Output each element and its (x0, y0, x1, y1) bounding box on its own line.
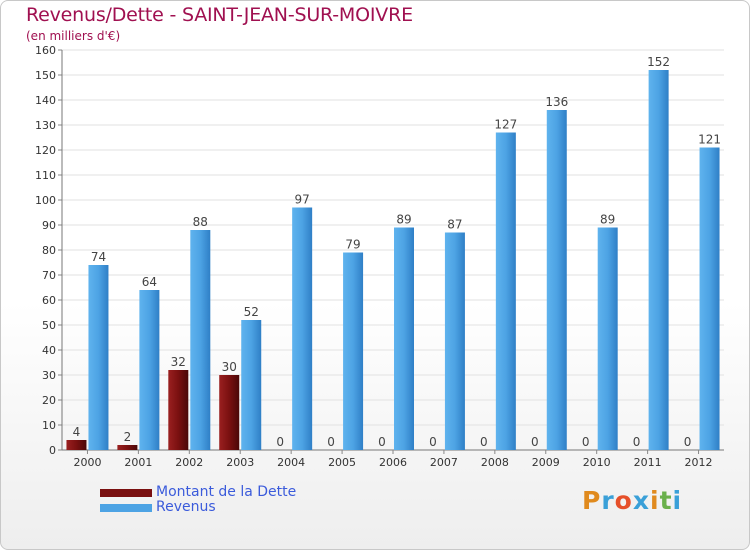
debt-bar (168, 370, 189, 450)
chart-subtitle: (en milliers d'€) (26, 29, 121, 43)
y-tick-label: 70 (42, 269, 56, 282)
logo-letter: i (650, 486, 660, 515)
logo-letter: o (614, 486, 633, 515)
x-tick-label: 2003 (226, 456, 254, 469)
x-tick-label: 2000 (73, 456, 101, 469)
debt-value-label: 30 (222, 360, 237, 374)
x-tick-label: 2002 (175, 456, 203, 469)
y-tick-label: 30 (42, 369, 56, 382)
debt-value-label: 0 (429, 435, 437, 449)
debt-value-label: 0 (531, 435, 539, 449)
x-tick-label: 2005 (328, 456, 356, 469)
logo-letter: P (582, 486, 602, 515)
y-tick-label: 130 (35, 119, 56, 132)
revenue-value-label: 87 (447, 218, 462, 232)
revenue-bar (546, 110, 567, 450)
debt-value-label: 0 (327, 435, 335, 449)
y-tick-label: 90 (42, 219, 56, 232)
revenue-value-label: 121 (698, 133, 721, 147)
y-tick-label: 80 (42, 244, 56, 257)
y-tick-label: 50 (42, 319, 56, 332)
revenue-value-label: 74 (91, 250, 106, 264)
revenue-value-label: 136 (545, 95, 568, 109)
revenue-bar (648, 70, 669, 450)
y-tick-label: 100 (35, 194, 56, 207)
proxiti-logo: Proxiti (582, 486, 682, 515)
logo-letter: r (601, 486, 615, 515)
debt-value-label: 0 (378, 435, 386, 449)
y-tick-label: 110 (35, 169, 56, 182)
revenue-value-label: 79 (345, 238, 360, 252)
x-tick-label: 2009 (532, 456, 560, 469)
logo-letter: i (672, 486, 683, 515)
logo-letter: x (632, 486, 650, 515)
revenue-value-label: 88 (193, 215, 208, 229)
x-tick-label: 2001 (124, 456, 152, 469)
revenue-bar (241, 320, 262, 450)
revenue-value-label: 127 (494, 118, 517, 132)
revenue-bar (292, 207, 313, 450)
y-tick-label: 10 (42, 419, 56, 432)
y-tick-label: 150 (35, 69, 56, 82)
y-tick-label: 140 (35, 94, 56, 107)
x-tick-label: 2012 (685, 456, 713, 469)
debt-value-label: 0 (633, 435, 641, 449)
debt-bar (66, 440, 87, 450)
revenue-value-label: 89 (396, 213, 411, 227)
y-tick-label: 60 (42, 294, 56, 307)
x-tick-label: 2004 (277, 456, 305, 469)
revenue-bar (699, 147, 720, 450)
legend-label-revenue: Revenus (156, 499, 216, 515)
legend-swatch-revenue (100, 504, 152, 512)
debt-value-label: 0 (582, 435, 590, 449)
revenue-bar (88, 265, 109, 450)
y-tick-label: 0 (49, 444, 56, 457)
y-tick-label: 120 (35, 144, 56, 157)
revenue-bar (597, 227, 618, 450)
revenue-value-label: 152 (647, 55, 670, 69)
legend-label-debt: Montant de la Dette (156, 484, 297, 500)
debt-value-label: 0 (684, 435, 692, 449)
revenue-value-label: 52 (244, 305, 259, 319)
y-tick-label: 40 (42, 344, 56, 357)
x-tick-label: 2010 (583, 456, 611, 469)
logo-letter: t (659, 486, 673, 515)
debt-bar (117, 445, 138, 450)
debt-value-label: 0 (480, 435, 488, 449)
legend-swatch-debt (100, 489, 152, 497)
debt-value-label: 0 (276, 435, 284, 449)
debt-value-label: 32 (171, 355, 186, 369)
revenue-bar (394, 227, 414, 450)
x-tick-label: 2008 (481, 456, 509, 469)
x-tick-label: 2011 (634, 456, 662, 469)
y-tick-label: 20 (42, 394, 56, 407)
revenue-bar (343, 252, 364, 450)
x-tick-label: 2006 (379, 456, 407, 469)
revenue-bar (495, 132, 516, 450)
debt-bar (219, 375, 240, 450)
revenue-bar (444, 232, 465, 450)
revenue-value-label: 64 (142, 275, 157, 289)
revenue-value-label: 89 (600, 213, 615, 227)
debt-value-label: 2 (124, 430, 132, 444)
x-tick-label: 2007 (430, 456, 458, 469)
chart-title: Revenus/Dette - SAINT-JEAN-SUR-MOIVRE (26, 4, 413, 26)
revenue-bar (190, 230, 211, 450)
revenue-bar (139, 290, 160, 450)
revenue-value-label: 97 (295, 193, 310, 207)
y-tick-label: 160 (35, 44, 56, 57)
debt-value-label: 4 (73, 425, 81, 439)
